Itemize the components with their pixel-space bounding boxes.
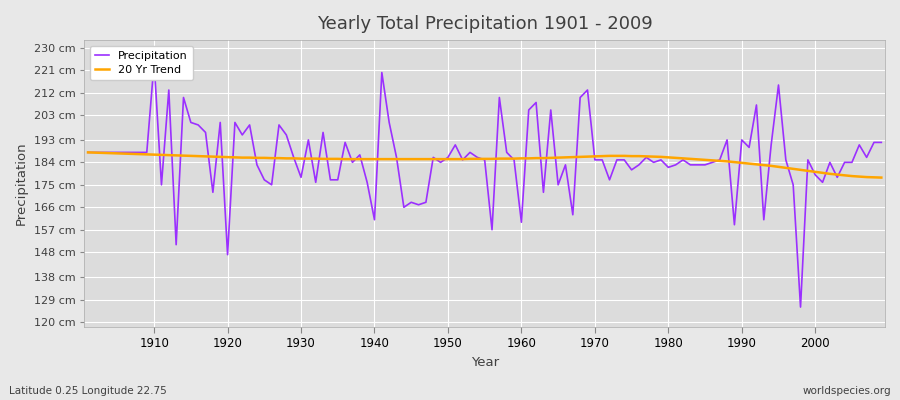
Text: worldspecies.org: worldspecies.org (803, 386, 891, 396)
Precipitation (310, 180, 321, 185)
20 Yr Trend (604, 154, 615, 158)
Precipitation (516, 220, 526, 225)
Title: Yearly Total Precipitation 1901 - 2009: Yearly Total Precipitation 1901 - 2009 (317, 15, 652, 33)
Precipitation (795, 305, 806, 310)
Precipitation (141, 150, 152, 155)
Y-axis label: Precipitation: Precipitation (15, 142, 28, 225)
Text: Latitude 0.25 Longitude 22.75: Latitude 0.25 Longitude 22.75 (9, 386, 166, 396)
Line: 20 Yr Trend: 20 Yr Trend (88, 152, 881, 178)
Line: Precipitation: Precipitation (88, 62, 881, 307)
Precipitation (876, 140, 886, 145)
20 Yr Trend (141, 152, 152, 157)
Precipitation (148, 60, 159, 65)
Precipitation (355, 152, 365, 157)
Precipitation (523, 108, 534, 112)
Precipitation (83, 150, 94, 155)
20 Yr Trend (347, 157, 358, 162)
20 Yr Trend (303, 156, 314, 161)
20 Yr Trend (516, 156, 526, 161)
20 Yr Trend (876, 175, 886, 180)
20 Yr Trend (508, 156, 519, 161)
Legend: Precipitation, 20 Yr Trend: Precipitation, 20 Yr Trend (90, 46, 193, 80)
20 Yr Trend (83, 150, 94, 155)
Precipitation (611, 158, 622, 162)
X-axis label: Year: Year (471, 356, 499, 369)
